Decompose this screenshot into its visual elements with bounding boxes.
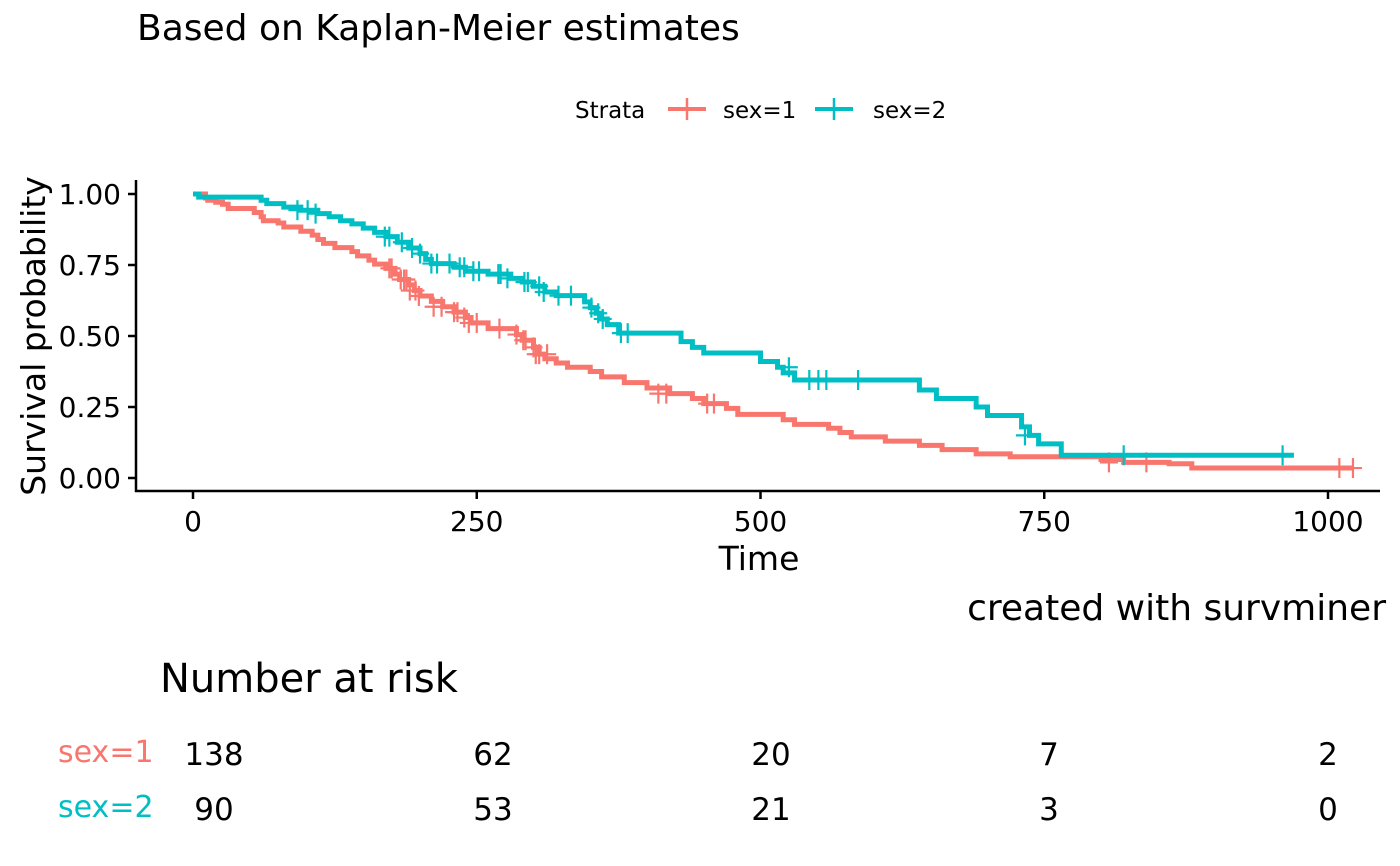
- x-tick-label: 0: [184, 505, 202, 538]
- censor-mark: [593, 308, 612, 329]
- risk-count: 53: [473, 792, 512, 828]
- y-axis-ticks: 0.00 0.25 0.50 0.75 1.00: [59, 178, 136, 495]
- censor-mark: [657, 383, 676, 404]
- censor-mark: [538, 344, 557, 365]
- censor-mark: [298, 200, 317, 221]
- censor-mark: [779, 357, 798, 378]
- legend-key-sex2: [815, 98, 853, 120]
- risk-count: 90: [194, 792, 233, 828]
- censor-mark: [1273, 445, 1292, 466]
- censor-mark: [490, 318, 509, 339]
- censor-mark: [1114, 445, 1133, 466]
- censor-mark: [518, 272, 537, 293]
- x-axis-title: Time: [718, 539, 800, 578]
- y-tick-label: 1.00: [59, 178, 121, 211]
- censor-mark: [455, 257, 474, 278]
- censor-mark: [470, 261, 489, 282]
- censor-mark: [432, 296, 451, 317]
- series-sex1: [193, 191, 1362, 479]
- censor-mark: [406, 280, 425, 301]
- risk-count: 3: [1039, 792, 1059, 828]
- risk-count: 62: [473, 737, 512, 773]
- censor-mark: [380, 226, 399, 247]
- chart-title: Based on Kaplan-Meier estimates: [137, 8, 740, 49]
- x-axis-ticks: 0 250 500 750 1000: [184, 491, 1364, 538]
- censor-mark: [467, 312, 486, 333]
- survival-curve: [193, 191, 1353, 471]
- risk-count: 0: [1318, 792, 1338, 828]
- survival-curve: [193, 191, 1294, 458]
- risk-count: 138: [184, 737, 243, 773]
- y-tick-label: 0.25: [59, 391, 121, 424]
- x-tick-label: 500: [734, 505, 787, 538]
- censor-mark: [561, 285, 580, 306]
- censor-mark: [409, 285, 428, 306]
- legend-title: Strata: [575, 98, 645, 124]
- censor-mark: [382, 258, 401, 279]
- risk-count: 21: [751, 792, 790, 828]
- plot-series: [193, 191, 1362, 479]
- censor-mark: [440, 253, 459, 274]
- censor-mark: [817, 370, 836, 391]
- series-sex2: [193, 191, 1294, 466]
- legend-label-sex2: sex=2: [873, 98, 946, 124]
- risk-count: 2: [1318, 737, 1338, 773]
- x-tick-label: 250: [450, 505, 503, 538]
- risk-count: 20: [751, 737, 790, 773]
- risk-table-title: Number at risk: [160, 656, 458, 702]
- censor-mark: [704, 393, 723, 414]
- censor-mark: [392, 232, 411, 253]
- censor-mark: [397, 269, 416, 290]
- censor-mark: [411, 243, 429, 264]
- censor-mark: [306, 203, 325, 224]
- legend-label-sex1: sex=1: [723, 98, 796, 124]
- censor-mark: [534, 281, 553, 302]
- censor-mark: [849, 370, 868, 391]
- risk-row-label: sex=2: [58, 790, 154, 825]
- censor-mark: [1015, 425, 1034, 446]
- censor-mark: [498, 268, 517, 289]
- y-tick-label: 0.75: [59, 249, 121, 282]
- legend-key-sex1: [668, 98, 706, 120]
- censor-mark: [1343, 458, 1362, 479]
- y-tick-label: 0.50: [59, 320, 121, 353]
- y-tick-label: 0.00: [59, 462, 121, 495]
- y-axis-title: Survival probability: [14, 176, 53, 496]
- legend: Strata sex=1 sex=2: [575, 98, 946, 124]
- risk-count: 7: [1039, 737, 1059, 773]
- x-tick-label: 750: [1018, 505, 1071, 538]
- x-tick-label: 1000: [1292, 505, 1363, 538]
- censor-mark: [618, 323, 637, 344]
- risk-table: sex=1 138 62 20 7 2 sex=2 90 53 21 3 0: [58, 735, 1338, 828]
- chart-caption: created with survminer: [967, 588, 1386, 629]
- censor-mark: [455, 307, 474, 328]
- risk-row-label: sex=1: [58, 735, 154, 770]
